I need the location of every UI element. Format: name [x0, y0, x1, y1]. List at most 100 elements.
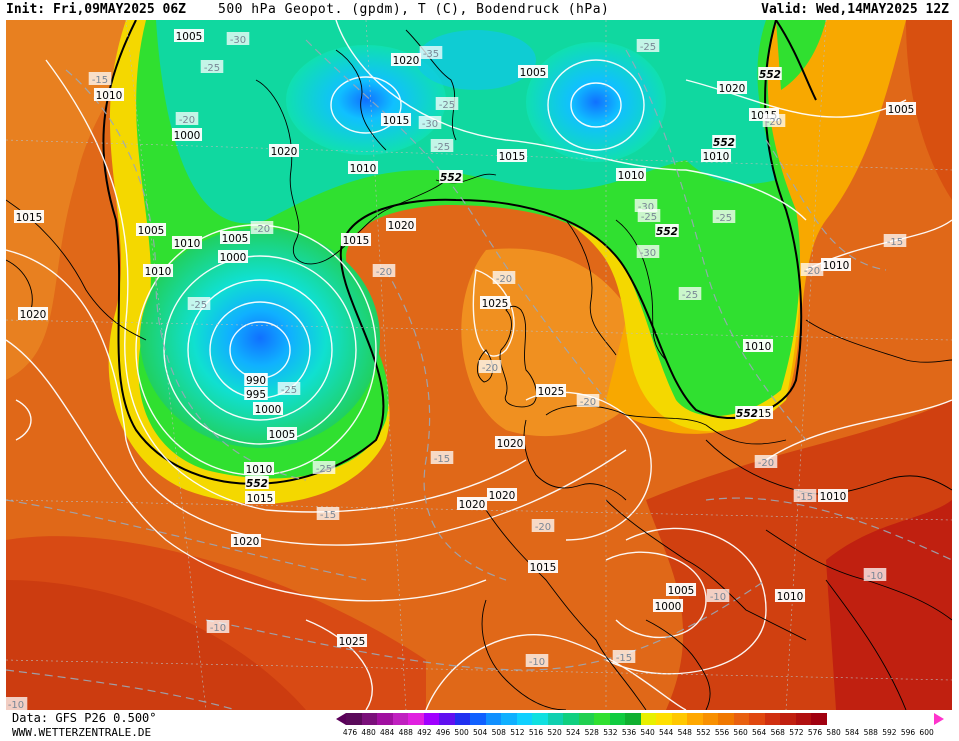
legend-swatch: [470, 713, 486, 725]
svg-text:-10: -10: [529, 657, 545, 668]
svg-text:1010: 1010: [703, 151, 730, 163]
temperature-label: -30: [226, 32, 250, 46]
svg-text:1005: 1005: [176, 31, 203, 43]
svg-text:-20: -20: [496, 274, 512, 285]
pressure-label: 995: [244, 387, 268, 401]
temperature-label: -20: [478, 360, 502, 374]
pressure-label: 1005: [219, 231, 251, 245]
svg-text:-25: -25: [281, 385, 297, 396]
pressure-label: 1010: [93, 88, 125, 102]
legend-tick-label: 500: [454, 728, 469, 737]
temperature-label: -20: [762, 114, 786, 128]
svg-text:1015: 1015: [499, 151, 526, 163]
legend-tick-label: 592: [882, 728, 897, 737]
pressure-label: 1000: [652, 599, 684, 613]
svg-text:-20: -20: [376, 267, 392, 278]
legend-swatch: [547, 713, 563, 725]
svg-text:1020: 1020: [388, 220, 415, 232]
chart-title: 500 hPa Geopot. (gpdm), T (C), Bodendruc…: [218, 2, 610, 17]
legend-tick-label: 508: [491, 728, 506, 737]
legend-swatch: [454, 713, 470, 725]
svg-text:1020: 1020: [497, 438, 524, 450]
svg-text:1020: 1020: [719, 83, 746, 95]
svg-text:1020: 1020: [271, 146, 298, 158]
svg-text:-15: -15: [616, 653, 632, 664]
svg-text:1020: 1020: [233, 536, 260, 548]
legend-swatch: [408, 713, 424, 725]
pressure-label: 1010: [742, 339, 774, 353]
temperature-label: -10: [6, 697, 28, 710]
svg-text:-20: -20: [179, 115, 195, 126]
svg-text:-10: -10: [8, 700, 24, 710]
pressure-label: 1000: [171, 128, 203, 142]
pressure-label: 1005: [173, 29, 205, 43]
legend-tick-label: 572: [789, 728, 804, 737]
map-label-layer: 1005 1010 1000 1020 1010 1015 1020 1005 1015 1010…: [6, 29, 917, 710]
pressure-label: 1010: [820, 258, 852, 272]
temperature-label: -25: [277, 382, 301, 396]
temperature-label: -25: [187, 297, 211, 311]
svg-text:1005: 1005: [888, 104, 915, 116]
weather-map: 1005 1010 1000 1020 1010 1015 1020 1005 1015 1010…: [6, 20, 952, 710]
svg-text:-20: -20: [535, 522, 551, 533]
legend-tick-label: 564: [752, 728, 767, 737]
temperature-label: -25: [312, 461, 336, 475]
svg-text:-15: -15: [434, 454, 450, 465]
website-label: WWW.WETTERZENTRALE.DE: [12, 726, 152, 739]
temperature-label: -20: [175, 112, 199, 126]
pressure-label: 1025: [479, 296, 511, 310]
svg-text:1005: 1005: [520, 67, 547, 79]
pressure-label: 1005: [135, 223, 167, 237]
legend-tick-label: 504: [473, 728, 488, 737]
svg-text:-25: -25: [316, 464, 332, 475]
pressure-label: 1020: [494, 436, 526, 450]
geopotential-label: 552: [712, 135, 736, 149]
legend-tick-label: 516: [528, 728, 544, 737]
temperature-label: -10: [525, 654, 549, 668]
legend-swatch: [594, 713, 610, 725]
svg-text:1005: 1005: [222, 233, 249, 245]
legend-swatch: [346, 713, 362, 725]
legend-tick-label: 520: [547, 728, 562, 737]
temperature-label: -20: [754, 455, 778, 469]
svg-text:-20: -20: [758, 458, 774, 469]
pressure-label: 1015: [340, 233, 372, 247]
svg-text:1010: 1010: [823, 260, 850, 272]
legend-tick-label: 488: [398, 728, 413, 737]
temperature-label: -20: [372, 264, 396, 278]
legend-tick-label: 484: [380, 728, 395, 737]
legend-arrow-right: [934, 713, 944, 725]
svg-text:-25: -25: [641, 212, 657, 223]
legend-swatch: [532, 713, 548, 725]
svg-text:-10: -10: [210, 623, 226, 634]
svg-text:1015: 1015: [343, 235, 370, 247]
pressure-label: 1010: [817, 489, 849, 503]
legend-swatch: [780, 713, 796, 725]
pressure-label: 1020: [390, 53, 422, 67]
svg-text:1010: 1010: [777, 591, 804, 603]
legend-swatch: [516, 713, 532, 725]
pressure-label: 1005: [665, 583, 697, 597]
temperature-label: -20: [800, 263, 824, 277]
temperature-label: -25: [435, 97, 459, 111]
legend-swatch: [811, 713, 827, 725]
pressure-label: 1005: [517, 65, 549, 79]
temperature-label: -30: [634, 199, 658, 213]
legend-tick-label: 588: [863, 728, 878, 737]
legend-tick-label: 536: [621, 728, 637, 737]
legend-tick-label: 568: [770, 728, 785, 737]
svg-text:1000: 1000: [255, 404, 282, 416]
temperature-label: -10: [706, 589, 730, 603]
pressure-label: 1015: [496, 149, 528, 163]
legend-swatch: [687, 713, 703, 725]
pressure-label: 990: [244, 373, 268, 387]
pressure-label: 1015: [13, 210, 45, 224]
legend-swatch: [671, 713, 687, 725]
legend-tick-label: 476: [342, 728, 358, 737]
header-bar: Init: Fri,09MAY2025 06Z 500 hPa Geopot. …: [0, 0, 959, 20]
legend-color-bar: [346, 713, 827, 725]
svg-text:-10: -10: [867, 571, 883, 582]
pressure-label: 1020: [268, 144, 300, 158]
temperature-label: -20: [492, 271, 516, 285]
pressure-label: 1010: [700, 149, 732, 163]
